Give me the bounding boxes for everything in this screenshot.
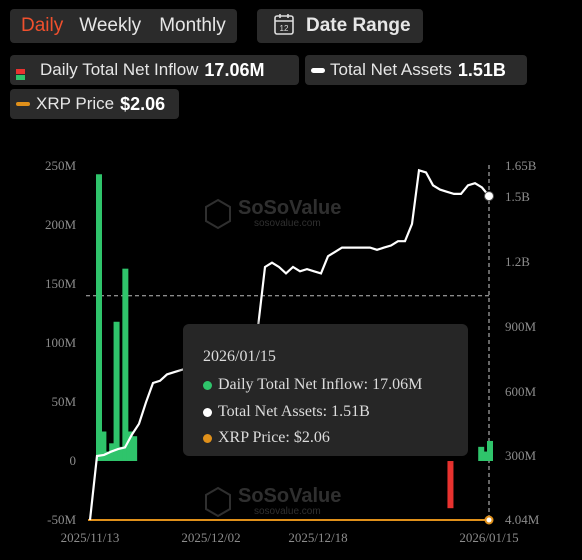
inflow-bar <box>131 436 138 461</box>
right-axis-tick: 4.04M <box>505 512 540 527</box>
watermark-group: SoSoValuesosovalue.comSoSoValuesosovalue… <box>205 197 341 518</box>
calendar-icon: 12 <box>274 13 294 40</box>
date-range-label: Date Range <box>306 15 411 36</box>
left-axis-tick: 0 <box>70 453 77 468</box>
watermark-brand: SoSoValue <box>238 485 341 507</box>
tooltip-row-assets: Total Net Assets: 1.51B <box>203 403 370 421</box>
tooltip-inflow-text: Daily Total Net Inflow: 17.06M <box>218 376 423 393</box>
inflow-bar <box>113 321 120 461</box>
watermark-url: sosovalue.com <box>254 506 321 517</box>
tab-monthly[interactable]: Monthly <box>159 15 226 36</box>
chart-tooltip: 2026/01/15 Daily Total Net Inflow: 17.06… <box>183 324 468 456</box>
legend-daily-inflow-value: 17.06M <box>204 59 265 80</box>
assets-hover-point <box>484 191 494 202</box>
inflow-swatch-icon <box>16 65 25 80</box>
price-swatch-icon <box>16 102 30 106</box>
right-axis-tick: 1.5B <box>505 189 530 204</box>
right-axis-tick: 1.2B <box>505 254 530 269</box>
total-net-assets-line <box>88 168 490 521</box>
inflow-bar <box>104 451 111 461</box>
right-axis-tick: 900M <box>505 319 537 334</box>
inflow-bar <box>487 440 493 461</box>
assets-swatch-icon <box>311 67 325 73</box>
legend-total-assets[interactable]: Total Net Assets 1.51B <box>305 55 527 85</box>
tab-weekly[interactable]: Weekly <box>79 15 142 36</box>
legend-total-assets-value: 1.51B <box>457 59 506 80</box>
legend-xrp-price-value: $2.06 <box>120 93 166 114</box>
price-dot-icon <box>203 433 212 443</box>
inflow-bar <box>478 446 485 461</box>
tooltip-date: 2026/01/15 <box>203 348 276 365</box>
assets-dot-icon <box>203 407 212 417</box>
right-axis-tick: 600M <box>505 384 537 399</box>
right-axis-tick: 1.65B <box>505 158 537 173</box>
left-axis-tick: 150M <box>45 276 77 291</box>
tooltip-assets-text: Total Net Assets: 1.51B <box>218 403 370 420</box>
inflow-bar <box>482 451 489 461</box>
tab-daily[interactable]: Daily <box>21 15 64 36</box>
inflow-bar <box>117 446 124 461</box>
inflow-bar <box>126 431 133 461</box>
svg-text:12: 12 <box>280 24 289 33</box>
period-tabs: Daily Weekly Monthly <box>10 9 237 43</box>
x-axis-tick: 2025/11/13 <box>61 530 120 545</box>
price-hover-point <box>484 515 494 525</box>
inflow-bar <box>100 431 107 461</box>
legend-daily-inflow[interactable]: Daily Total Net Inflow 17.06M <box>10 55 299 85</box>
legend-xrp-price-label: XRP Price <box>36 94 115 113</box>
left-axis-tick: 50M <box>51 394 76 409</box>
sosovalue-logo-icon <box>205 198 231 230</box>
inflow-bar <box>447 461 454 509</box>
date-range-button[interactable]: 12 Date Range <box>257 9 423 43</box>
legend-xrp-price[interactable]: XRP Price $2.06 <box>10 89 179 119</box>
x-axis-tick: 2025/12/02 <box>181 530 240 545</box>
x-axis-tick: 2026/01/15 <box>459 530 518 545</box>
tooltip-price-text: XRP Price: $2.06 <box>218 429 330 446</box>
left-axis-tick: 100M <box>45 335 77 350</box>
tooltip-row-inflow: Daily Total Net Inflow: 17.06M <box>203 376 422 394</box>
inflow-bar <box>122 268 129 461</box>
right-axis-tick: 300M <box>505 448 537 463</box>
sosovalue-logo-icon <box>205 486 231 518</box>
left-axis-tick: 200M <box>45 217 77 232</box>
legend-total-assets-label: Total Net Assets <box>330 60 452 79</box>
x-axis-tick: 2025/12/18 <box>288 530 347 545</box>
left-axis-tick: 250M <box>45 158 77 173</box>
watermark-url: sosovalue.com <box>254 218 321 229</box>
inflow-bar <box>96 174 102 461</box>
chart-area[interactable]: SoSoValuesosovalue.comSoSoValuesosovalue… <box>0 150 582 560</box>
left-axis-tick: -50M <box>47 512 76 527</box>
tooltip-row-price: XRP Price: $2.06 <box>203 429 330 447</box>
inflow-dot-icon <box>203 380 212 390</box>
legend-daily-inflow-label: Daily Total Net Inflow <box>40 60 199 79</box>
watermark-brand: SoSoValue <box>238 197 341 219</box>
